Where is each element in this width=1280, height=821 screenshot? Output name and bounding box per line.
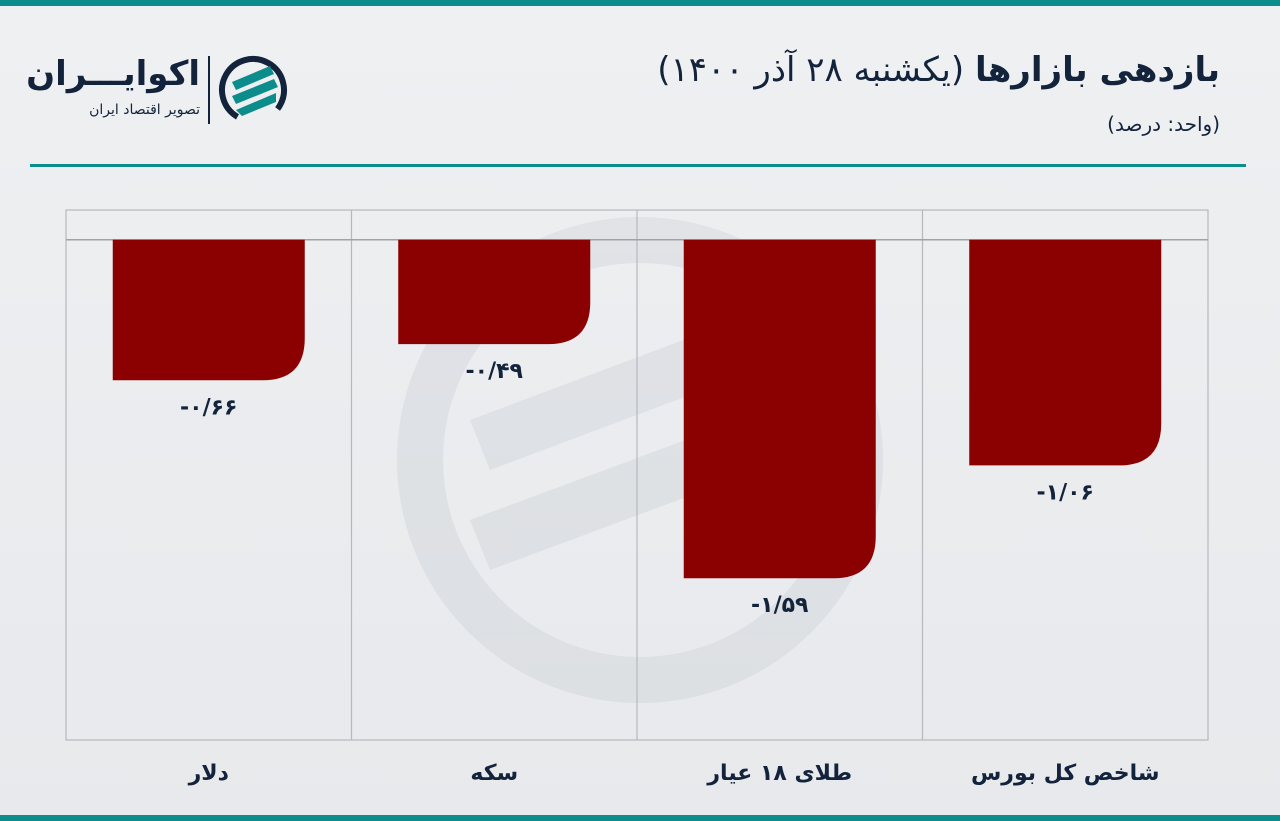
- bar-value-label: -۱/۵۹: [751, 593, 808, 618]
- bar-value-label: -۰/۴۹: [466, 359, 523, 384]
- brand-divider: [208, 56, 210, 124]
- title-date: (یکشنبه ۲۸ آذر ۱۴۰۰): [657, 50, 975, 90]
- category-label: شاخص کل بورس: [971, 761, 1160, 786]
- bottom-accent-bar: [0, 815, 1280, 821]
- unit-label: (واحد: درصد): [1107, 112, 1220, 136]
- chart-category-labels: شاخص کل بورس طلای ۱۸ عیار سکه دلار: [188, 761, 1160, 786]
- title-main: بازدهی بازارها: [974, 50, 1220, 90]
- page-title: بازدهی بازارها (یکشنبه ۲۸ آذر ۱۴۰۰): [420, 44, 1220, 96]
- ecoiran-logo-icon: [219, 56, 287, 124]
- brand-tagline: تصویر اقتصاد ایران: [89, 102, 200, 118]
- bar-value-label: -۱/۰۶: [1037, 480, 1094, 505]
- brand-name: اکوایـــران: [26, 54, 200, 94]
- bar: [969, 239, 1162, 466]
- category-label: سکه: [470, 761, 518, 786]
- header-divider: [30, 164, 1246, 167]
- chart-value-labels: -۱/۰۶ -۱/۵۹ -۰/۴۹ -۰/۶۶: [180, 359, 1094, 618]
- bar-value-label: -۰/۶۶: [180, 395, 237, 420]
- bar: [398, 239, 591, 345]
- chart-bars: [112, 239, 1162, 579]
- category-label: طلای ۱۸ عیار: [706, 761, 852, 786]
- bar: [112, 239, 305, 381]
- bar: [683, 239, 876, 579]
- category-label: دلار: [188, 761, 229, 786]
- top-accent-bar: [0, 0, 1280, 6]
- brand-block: اکوایـــران تصویر اقتصاد ایران: [26, 52, 290, 132]
